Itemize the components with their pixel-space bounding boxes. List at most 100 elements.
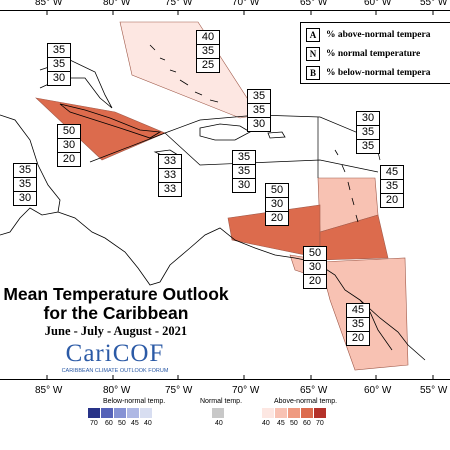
prob-normal: 30 (58, 139, 80, 153)
lon-label-bottom: 60° W (364, 385, 392, 396)
colorbar-normal-label: Normal temp. (200, 398, 243, 405)
tick: 50 (118, 420, 126, 427)
lon-label-top: 65° W (300, 0, 328, 8)
prob-above: 45 (381, 166, 403, 180)
logo-tagline: CARIBBEAN CLIMATE OUTLOOK FORUM (61, 368, 169, 374)
tick: 45 (277, 420, 285, 427)
prob-above: 35 (233, 151, 255, 165)
swatch-below-70 (88, 408, 100, 418)
prob-above: 50 (304, 247, 326, 261)
prob-normal: 30 (304, 261, 326, 275)
colorbar-below: Below-normal temp. 70 60 50 45 40 (88, 398, 218, 438)
prob-above: 50 (266, 184, 288, 198)
legend-letter: A (306, 28, 320, 42)
prob-box-leewards-north: 30 35 35 (356, 111, 380, 154)
legend-letter: N (306, 47, 320, 61)
tick: 60 (105, 420, 113, 427)
prob-normal: 35 (357, 126, 379, 140)
legend-text: % normal temperature (326, 49, 421, 59)
lon-label-top: 85° W (35, 0, 63, 8)
lon-label-top: 55° W (420, 0, 448, 8)
prob-box-guianas: 45 35 20 (346, 303, 370, 346)
prob-below: 20 (351, 332, 365, 344)
prob-below: 25 (201, 59, 215, 71)
prob-normal: 35 (381, 180, 403, 194)
prob-box-yucatan: 35 35 30 (13, 163, 37, 206)
prob-below: 20 (385, 194, 399, 206)
prob-normal: 33 (159, 169, 181, 183)
prob-below: 30 (237, 179, 251, 191)
prob-above: 40 (197, 31, 219, 45)
prob-box-gulf-mexico: 35 35 30 (47, 43, 71, 86)
swatch-normal-40 (212, 408, 224, 418)
legend-text: % below-normal tempera (326, 68, 431, 78)
lon-label-bottom: 80° W (103, 385, 131, 396)
prob-normal: 35 (347, 318, 369, 332)
prob-above: 33 (159, 155, 181, 169)
swatch-below-40 (140, 408, 152, 418)
title-line1: Mean Temperature Outlook (3, 284, 229, 304)
prob-above: 50 (58, 125, 80, 139)
zone-cuba (35, 97, 166, 161)
lon-label-bottom: 85° W (35, 385, 63, 396)
tick: 60 (303, 420, 311, 427)
legend-letter: B (306, 66, 320, 80)
tick: 70 (316, 420, 324, 427)
colorbar-normal: Normal temp. 40 (198, 398, 248, 438)
prob-above: 35 (48, 44, 70, 58)
legend-text: % above-normal tempera (326, 30, 431, 40)
colorbar-above-label: Above-normal temp. (274, 398, 338, 405)
prob-below: 30 (52, 72, 66, 84)
prob-normal: 35 (14, 178, 36, 192)
lon-label-bottom: 70° W (232, 385, 260, 396)
swatch-below-60 (101, 408, 113, 418)
swatch-below-50 (114, 408, 126, 418)
tick: 40 (262, 420, 270, 427)
prob-above: 45 (347, 304, 369, 318)
legend-row-normal: N % normal temperature (306, 47, 420, 61)
prob-normal: 35 (233, 165, 255, 179)
map-frame (0, 10, 450, 380)
swatch-above-50 (288, 408, 300, 418)
prob-box-hispaniola: 35 35 30 (232, 150, 256, 193)
prob-normal: 30 (266, 198, 288, 212)
tick: 50 (290, 420, 298, 427)
colorbar-below-label: Below-normal temp. (103, 398, 166, 405)
forecast-period: June - July - August - 2021 (44, 324, 188, 338)
lon-label-bottom: 55° W (420, 385, 448, 396)
lon-label-bottom: 75° W (165, 385, 193, 396)
swatch-below-45 (127, 408, 139, 418)
lon-label-top: 60° W (364, 0, 392, 8)
caricof-logo: CariCOF CARIBBEAN CLIMATE OUTLOOK FORUM (40, 340, 190, 374)
longitude-ticks (46, 10, 434, 380)
zone-bahamas (119, 21, 259, 119)
prob-box-puerto-rico-north: 35 35 30 (247, 89, 271, 132)
prob-below: 20 (308, 275, 322, 287)
prob-below: 30 (18, 192, 32, 204)
tick: 40 (144, 420, 152, 427)
legend-row-above: A % above-normal tempera (306, 28, 430, 42)
prob-above: 35 (248, 90, 270, 104)
swatch-above-45 (275, 408, 287, 418)
prob-above: 30 (357, 112, 379, 126)
lon-label-top: 70° W (232, 0, 260, 8)
prob-box-jamaica: 33 33 33 (158, 154, 182, 197)
prob-normal: 35 (48, 58, 70, 72)
map-title: Mean Temperature Outlook for the Caribbe… (0, 285, 232, 323)
prob-box-windwards: 45 35 20 (380, 165, 404, 208)
swatch-above-70 (314, 408, 326, 418)
swatch-above-40 (262, 408, 274, 418)
title-line2: for the Caribbean (43, 303, 189, 323)
prob-below: 35 (361, 140, 375, 152)
prob-below: 33 (163, 183, 177, 195)
prob-box-trinidad: 50 30 20 (303, 246, 327, 289)
lon-label-top: 75° W (165, 0, 193, 8)
swatch-above-60 (301, 408, 313, 418)
tick: 45 (131, 420, 139, 427)
prob-box-bahamas: 40 35 25 (196, 30, 220, 73)
prob-normal: 35 (197, 45, 219, 59)
prob-box-cuba: 50 30 20 (57, 124, 81, 167)
prob-below: 20 (270, 212, 284, 224)
legend-row-below: B % below-normal tempera (306, 66, 430, 80)
